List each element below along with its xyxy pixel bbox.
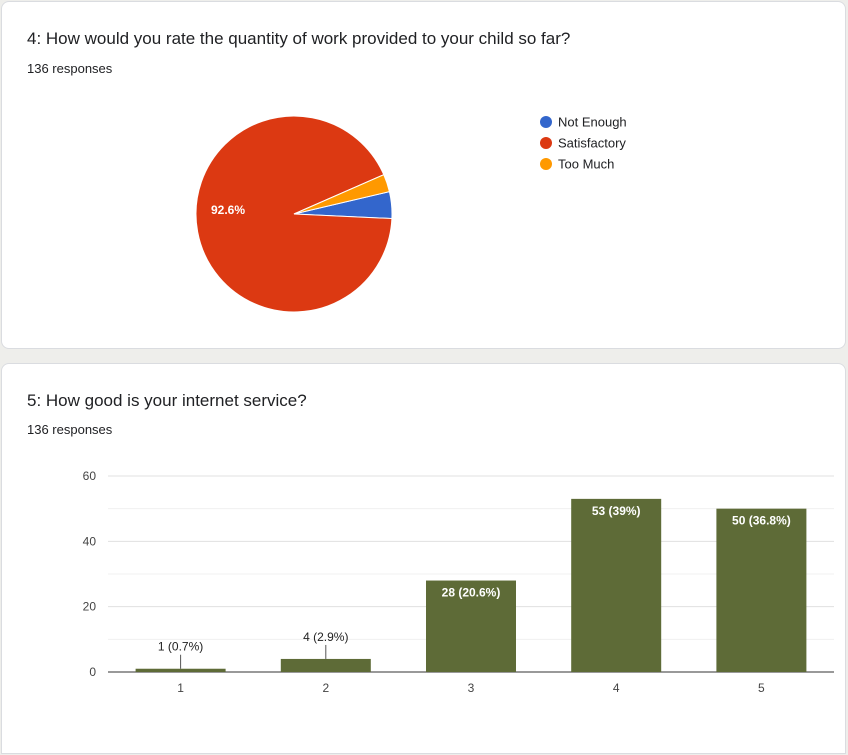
question-title: 4: How would you rate the quantity of wo… xyxy=(27,29,571,48)
legend-swatch xyxy=(540,137,552,149)
pie-slice-too-much[interactable] xyxy=(293,174,391,215)
bar-1[interactable] xyxy=(135,668,226,672)
y-tick-label: 60 xyxy=(83,469,97,483)
bar-3[interactable] xyxy=(426,580,516,672)
legend-label: Not Enough xyxy=(558,115,627,130)
bar-2[interactable] xyxy=(280,658,371,672)
legend-label: Too Much xyxy=(558,157,614,172)
pie-chart: 92.6% Not Enough Satisfactory Too Much xyxy=(195,115,627,313)
y-tick-label: 20 xyxy=(83,600,97,614)
bar-5[interactable] xyxy=(716,508,807,672)
y-tick-label: 40 xyxy=(83,534,97,548)
bar-chart: 0 20 40 60 1 1 (0.7%) 2 4 (2.9%) 3 28 (20.6%) 4 53 … xyxy=(83,469,834,695)
bar-data-label: 1 (0.7%) xyxy=(158,640,203,654)
x-tick-label: 5 xyxy=(758,681,765,695)
x-tick-label: 4 xyxy=(613,681,620,695)
question-card-4: 4: How would you rate the quantity of wo… xyxy=(1,1,846,349)
bar-4[interactable] xyxy=(571,498,662,672)
x-tick-label: 3 xyxy=(468,681,475,695)
question-card-5: 5: How good is your internet service? 13… xyxy=(1,363,846,754)
bar-data-label: 53 (39%) xyxy=(592,504,641,518)
legend-label: Satisfactory xyxy=(558,136,626,151)
y-tick-label: 0 xyxy=(89,665,96,679)
bar-data-label: 28 (20.6%) xyxy=(442,586,501,600)
pie-data-label: 92.6% xyxy=(211,203,245,217)
x-tick-label: 1 xyxy=(177,681,184,695)
response-count: 136 responses xyxy=(27,422,113,437)
bar-data-label: 4 (2.9%) xyxy=(303,630,348,644)
bar-data-label: 50 (36.8%) xyxy=(732,514,791,528)
question-title: 5: How good is your internet service? xyxy=(27,391,307,410)
legend-swatch xyxy=(540,116,552,128)
x-tick-label: 2 xyxy=(322,681,329,695)
legend-swatch xyxy=(540,158,552,170)
response-count: 136 responses xyxy=(27,61,113,76)
